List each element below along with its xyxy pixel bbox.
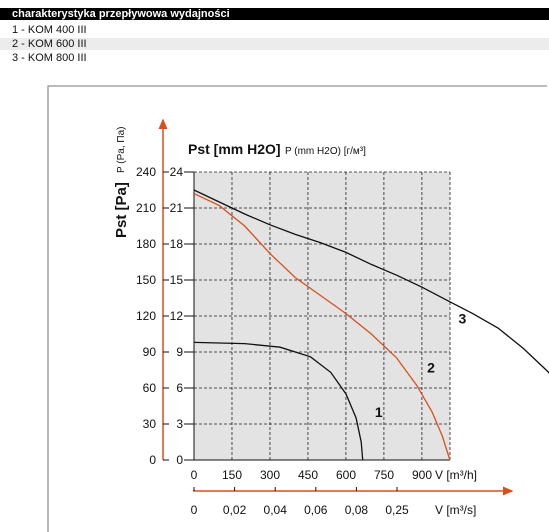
pa-axis-label-main: Pst [Pa] [113, 182, 130, 238]
mmh2o-tick-label: 3 [176, 417, 183, 431]
series-lines [193, 189, 549, 461]
x2-tick-label: 0,08 [345, 503, 369, 517]
x-axis-label: V [m³/h] [435, 468, 477, 482]
mmh2o-tick-label: 18 [170, 237, 184, 251]
grid-lines [194, 171, 451, 460]
mmh2o-tick-label: 0 [176, 453, 183, 467]
pa-tick-label: 30 [143, 417, 157, 431]
x-tick-label: 0 [191, 468, 198, 482]
model-label-3: 3 - KOM 800 III [12, 52, 87, 64]
mmh2o-ticks: 24 21 18 15 12 9 6 3 0 [170, 165, 194, 467]
mmh2o-tick-label: 24 [170, 165, 184, 179]
x2-tick-label: 0,02 [223, 503, 247, 517]
mmh2o-tick-label: 21 [170, 201, 184, 215]
mmh2o-tick-label: 6 [176, 381, 183, 395]
pa-tick-label: 90 [143, 345, 157, 359]
chart-frame [47, 85, 547, 532]
x-tick-label: 600 [336, 468, 356, 482]
series-line-3 [193, 189, 549, 375]
x-tick-label: 450 [298, 468, 318, 482]
x-tick-label: 750 [374, 468, 394, 482]
mmh2o-tick-label: 12 [170, 309, 184, 323]
series-line-2 [193, 193, 451, 461]
curve-label-1: 1 [375, 404, 383, 420]
curve-label-3: 3 [459, 310, 467, 326]
x-tick-label: 300 [260, 468, 280, 482]
pa-ticks: 240 210 180 150 120 90 60 30 0 [136, 165, 169, 467]
curve-label-2: 2 [427, 360, 435, 376]
pa-tick-label: 210 [136, 201, 156, 215]
pa-tick-label: 150 [136, 273, 156, 287]
x2-tick-label: 0,06 [304, 503, 328, 517]
pa-tick-label: 120 [136, 309, 156, 323]
mmh2o-tick-label: 15 [170, 273, 184, 287]
x2-tick-label: 0,25 [385, 503, 409, 517]
pa-tick-label: 0 [149, 453, 156, 467]
curve-labels: 1 2 3 [375, 310, 467, 420]
pa-tick-label: 60 [143, 381, 157, 395]
x2-tick-label: 0 [191, 503, 198, 517]
pa-axis-label-alt: P (Pa, Па) [116, 127, 127, 173]
x-axis2-label: V [m³/s] [435, 503, 476, 517]
series-line-1 [193, 341, 364, 461]
mmh2o-tick-label: 9 [176, 345, 183, 359]
pa-tick-label: 240 [136, 165, 156, 179]
x-tick-label: 150 [222, 468, 242, 482]
x-ticks: 0 150 300 450 600 750 900 [191, 468, 433, 482]
x2-tick-label: 0,04 [264, 503, 288, 517]
x2-ticks: 0 0,02 0,04 0,06 0,08 0,25 [191, 487, 409, 517]
model-label-2: 2 - KOM 600 III [0, 38, 549, 50]
model-label-1: 1 - KOM 400 III [12, 24, 87, 36]
x-tick-label: 900 [412, 468, 432, 482]
mmh2o-title-main: Pst [mm H2O] [188, 141, 281, 157]
header-title: charakterystyka przepływowa wydajności [0, 8, 549, 20]
mmh2o-title-alt: P (mm H2O) [г/м³] [285, 146, 366, 157]
pa-tick-label: 180 [136, 237, 156, 251]
